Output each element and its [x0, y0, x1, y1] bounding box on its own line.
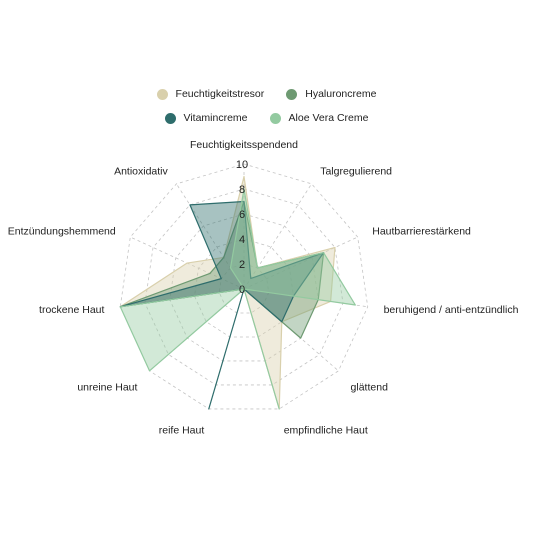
axis-label-trockene-haut: trockene Haut — [39, 304, 104, 316]
tick-label: 6 — [239, 209, 245, 221]
grid-spoke — [243, 183, 312, 290]
legend-swatch-vitamincreme — [164, 112, 176, 124]
series-area-aloe-vera-creme — [119, 188, 356, 410]
legend-label-aloe-vera-creme: Aloe Vera Creme — [288, 112, 369, 124]
legend-label-hyaluroncreme: Hyaluroncreme — [305, 88, 377, 100]
legend-label-vitamincreme: Vitamincreme — [183, 112, 248, 124]
tick-label: 2 — [239, 259, 245, 271]
axis-label-entzündungshemmend: Entzündungshemmend — [8, 225, 116, 237]
grid-ring — [144, 188, 344, 386]
tick-label: 8 — [239, 184, 245, 196]
grid-ring — [218, 263, 270, 314]
legend-swatch-feuchtigkeitstresor — [156, 88, 168, 100]
legend-swatch-aloe-vera-creme — [269, 112, 281, 124]
legend-swatch-hyaluroncreme — [286, 88, 298, 100]
tick-label: 10 — [236, 159, 248, 171]
legend-item-aloe-vera-creme[interactable]: Aloe Vera Creme — [269, 112, 369, 124]
legend-item-hyaluroncreme[interactable]: Hyaluroncreme — [286, 88, 376, 100]
legend-label-feuchtigkeitstresor: Feuchtigkeitstresor — [175, 88, 265, 100]
grid-spoke — [243, 236, 358, 290]
series-area-vitamincreme — [119, 200, 325, 410]
grid-ring — [194, 238, 294, 338]
axis-label-beruhigend-anti-entzündlich: beruhigend / anti-entzündlich — [384, 304, 519, 316]
axis-label-antioxidativ: Antioxidativ — [114, 165, 168, 177]
legend-item-vitamincreme[interactable]: Vitamincreme — [164, 112, 248, 124]
legend-item-feuchtigkeitstresor[interactable]: Feuchtigkeitstresor — [156, 88, 265, 100]
axis-label-glättend: glättend — [351, 381, 389, 393]
tick-label: 4 — [239, 234, 245, 246]
legend-row-1: Feuchtigkeitstresor Hyaluroncreme — [0, 88, 533, 100]
axis-label-empfindliche-haut: empfindliche Haut — [284, 424, 368, 436]
legend: Feuchtigkeitstresor Hyaluroncreme Vitami… — [0, 88, 533, 136]
axis-label-reife-haut: reife Haut — [159, 424, 205, 436]
axis-label-unreine-haut: unreine Haut — [77, 381, 137, 393]
axis-label-feuchtigkeitsspendend: Feuchtigkeitsspendend — [190, 139, 298, 151]
axis-label-hautbarrierestärkend: Hautbarrierestärkend — [372, 225, 471, 237]
axis-label-talgregulierend: Talgregulierend — [320, 165, 392, 177]
legend-row-2: Vitamincreme Aloe Vera Creme — [0, 112, 533, 124]
tick-label: 0 — [239, 284, 245, 296]
